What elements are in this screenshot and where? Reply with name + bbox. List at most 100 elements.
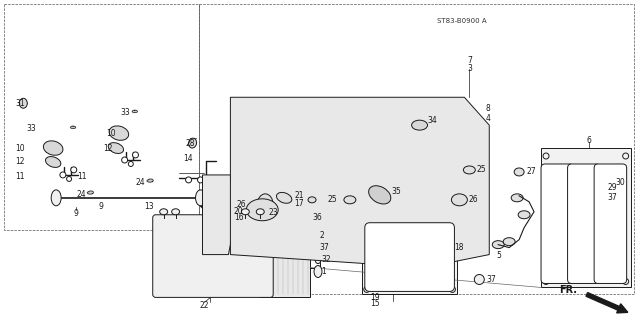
Text: 17: 17 <box>294 199 304 208</box>
Text: 11: 11 <box>15 173 25 182</box>
Text: 33: 33 <box>26 124 36 133</box>
Ellipse shape <box>108 143 124 153</box>
Ellipse shape <box>514 168 524 176</box>
Ellipse shape <box>543 153 549 159</box>
Ellipse shape <box>543 278 549 285</box>
Ellipse shape <box>369 186 391 204</box>
Ellipse shape <box>196 190 205 206</box>
Ellipse shape <box>198 177 204 183</box>
Polygon shape <box>202 175 236 255</box>
Ellipse shape <box>44 141 63 155</box>
Polygon shape <box>70 126 76 128</box>
Ellipse shape <box>312 244 320 252</box>
FancyBboxPatch shape <box>594 164 627 284</box>
Ellipse shape <box>256 209 264 215</box>
Ellipse shape <box>364 222 370 228</box>
Text: 30: 30 <box>616 178 625 187</box>
Ellipse shape <box>45 157 61 167</box>
Ellipse shape <box>211 223 220 237</box>
Ellipse shape <box>344 196 356 204</box>
Ellipse shape <box>311 229 321 243</box>
Polygon shape <box>541 148 630 287</box>
Text: 36: 36 <box>312 213 322 222</box>
Ellipse shape <box>474 274 484 285</box>
Polygon shape <box>147 179 153 182</box>
Text: 14: 14 <box>184 153 193 162</box>
Text: 29: 29 <box>608 183 618 192</box>
Text: 23: 23 <box>268 208 278 217</box>
Ellipse shape <box>511 194 523 202</box>
Text: 24: 24 <box>136 178 145 187</box>
FancyBboxPatch shape <box>541 164 573 284</box>
Text: ST83-B0900 A: ST83-B0900 A <box>438 18 487 24</box>
Ellipse shape <box>129 161 133 167</box>
Ellipse shape <box>51 190 61 206</box>
Text: 32: 32 <box>321 255 331 264</box>
Ellipse shape <box>60 172 66 178</box>
FancyArrow shape <box>586 293 628 313</box>
Ellipse shape <box>364 286 370 293</box>
Text: 9: 9 <box>99 202 104 211</box>
Text: 33: 33 <box>121 108 131 117</box>
Ellipse shape <box>67 176 72 182</box>
Ellipse shape <box>314 265 322 278</box>
Ellipse shape <box>449 222 456 228</box>
Ellipse shape <box>160 209 168 215</box>
Text: 26: 26 <box>468 195 478 204</box>
Text: 11: 11 <box>77 173 86 182</box>
Ellipse shape <box>241 209 250 215</box>
Text: 5: 5 <box>497 251 502 260</box>
Text: 34: 34 <box>428 116 437 125</box>
Text: 15: 15 <box>370 299 380 308</box>
Text: 13: 13 <box>144 202 154 211</box>
Text: 16: 16 <box>234 213 243 222</box>
Ellipse shape <box>19 98 28 108</box>
Text: 24: 24 <box>76 190 86 199</box>
Text: 37: 37 <box>319 243 329 252</box>
Text: 2: 2 <box>319 231 324 240</box>
Text: 25: 25 <box>476 166 486 174</box>
Ellipse shape <box>451 194 467 206</box>
Text: 10: 10 <box>106 129 116 137</box>
Ellipse shape <box>132 152 138 158</box>
Text: 31: 31 <box>15 99 25 108</box>
Text: 12: 12 <box>15 158 25 167</box>
Text: 25: 25 <box>327 195 337 204</box>
Ellipse shape <box>315 256 321 263</box>
Ellipse shape <box>412 120 428 130</box>
Text: 19: 19 <box>370 293 380 302</box>
Text: 4: 4 <box>485 114 490 123</box>
Ellipse shape <box>623 278 628 285</box>
Polygon shape <box>230 97 489 268</box>
Ellipse shape <box>596 188 605 198</box>
Text: 26: 26 <box>237 200 246 209</box>
Ellipse shape <box>189 138 196 148</box>
Ellipse shape <box>109 126 129 140</box>
Text: 35: 35 <box>392 187 401 197</box>
Polygon shape <box>362 220 458 294</box>
Ellipse shape <box>308 197 316 203</box>
Text: 20: 20 <box>234 207 243 216</box>
Text: 22: 22 <box>200 301 209 310</box>
Text: 8: 8 <box>485 104 490 113</box>
Ellipse shape <box>186 177 191 183</box>
Text: 27: 27 <box>526 167 536 176</box>
Ellipse shape <box>503 238 515 246</box>
Text: 7: 7 <box>467 56 472 65</box>
Text: 28: 28 <box>186 138 195 148</box>
Polygon shape <box>260 248 310 297</box>
Ellipse shape <box>518 211 530 219</box>
Ellipse shape <box>172 209 180 215</box>
Ellipse shape <box>492 241 504 249</box>
FancyBboxPatch shape <box>568 164 600 284</box>
Text: 37: 37 <box>486 275 496 284</box>
Polygon shape <box>87 191 93 194</box>
Ellipse shape <box>276 192 292 203</box>
Text: 21: 21 <box>294 191 303 200</box>
Text: 6: 6 <box>586 136 591 145</box>
Ellipse shape <box>71 167 77 173</box>
Ellipse shape <box>325 246 335 260</box>
Text: 12: 12 <box>103 144 113 152</box>
Ellipse shape <box>257 194 273 216</box>
Text: 18: 18 <box>454 243 464 252</box>
